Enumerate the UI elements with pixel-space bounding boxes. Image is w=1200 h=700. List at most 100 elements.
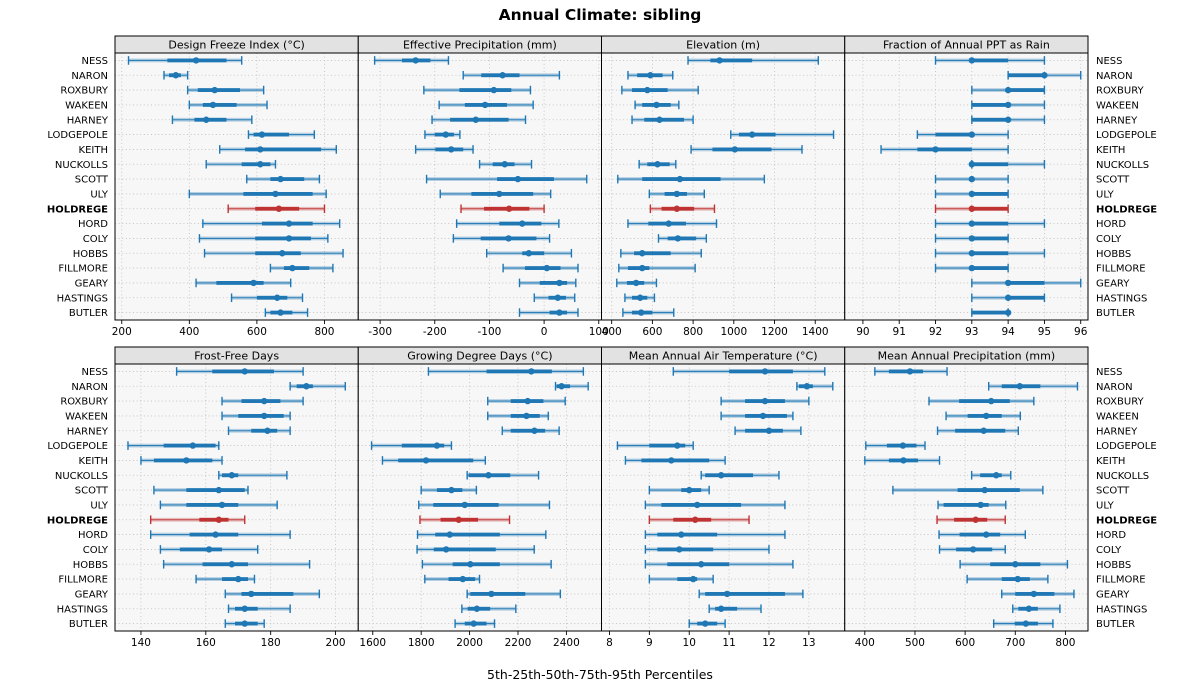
series-lodgepole [247, 130, 316, 139]
interval-25-75-bar [216, 281, 264, 285]
median-dot [674, 235, 682, 242]
interval-25-75-bar [971, 310, 1009, 315]
interval-25-75-bar [729, 369, 793, 374]
series-hastings [971, 293, 1046, 303]
station-label-left-naron: NARON [71, 71, 108, 82]
series-harney [734, 426, 802, 436]
series-nuckolls [700, 470, 780, 480]
series-uly [188, 189, 327, 199]
panel-background [115, 364, 359, 631]
series-keith [690, 145, 803, 154]
series-naron [163, 70, 189, 80]
median-dot [678, 531, 685, 538]
axis-tick-label: 180 [261, 637, 281, 649]
series-geary [971, 278, 1082, 288]
median-dot [653, 101, 660, 109]
series-naron [1007, 70, 1082, 80]
series-scott [420, 485, 478, 495]
median-dot [228, 472, 235, 479]
median-dot [906, 368, 914, 375]
interval-25-75-bar [222, 577, 248, 581]
median-dot [528, 368, 535, 375]
series-harney [936, 426, 1019, 436]
median-dot [277, 309, 284, 316]
median-dot [285, 235, 293, 242]
median-dot [981, 486, 988, 494]
station-label-left-roxbury: ROXBURY [60, 86, 109, 97]
median-dot [473, 605, 481, 612]
series-holdrege [648, 515, 750, 525]
station-label-right-roxbury: ROXBURY [1096, 86, 1145, 97]
axis-tick-label: 9 [646, 637, 653, 649]
median-dot [422, 457, 430, 464]
interval-25-75-bar [649, 443, 686, 448]
median-dot [717, 605, 725, 612]
panel-frost-free-days: Frost-Free Days 140 160 180 200 [114, 346, 359, 649]
series-uly [937, 500, 1007, 510]
axis-tick-label: 140 [131, 637, 151, 649]
median-dot [761, 368, 769, 375]
median-dot [1004, 294, 1012, 301]
station-label-right-keith: KEITH [1096, 145, 1125, 156]
interval-25-75-bar [957, 488, 1020, 492]
series-hastings [461, 604, 517, 614]
median-dot [968, 250, 976, 257]
median-dot [279, 250, 286, 257]
panel-mean-annual-precipitation-mm: Mean Annual Precipitation (mm) 400 500 600 7… [844, 346, 1089, 649]
series-geary [518, 278, 577, 288]
station-label-left-hastings: HASTINGS [57, 604, 108, 615]
axis-tick-label: 10 [683, 637, 696, 649]
series-fillmore [648, 574, 714, 584]
interval-25-75-bar [738, 132, 776, 137]
axis-tick-label: 400 [179, 326, 199, 338]
median-dot [968, 235, 976, 242]
series-naron [796, 381, 834, 391]
interval-25-75-bar [452, 562, 500, 567]
interval-25-75-bar [194, 117, 227, 122]
median-dot [982, 531, 990, 538]
series-uly [644, 500, 786, 510]
series-keith [414, 145, 474, 154]
series-keith [381, 456, 487, 465]
median-dot [932, 146, 939, 153]
median-dot [470, 620, 477, 627]
station-label-left-geary: GEARY [75, 278, 109, 289]
station-label-left-holdrege: HOLDREGE [47, 515, 108, 526]
series-holdrege [649, 204, 716, 214]
series-fillmore [195, 574, 256, 584]
axis-tick-label: 2000 [456, 637, 483, 649]
interval-25-75-bar [657, 547, 714, 552]
median-dot [765, 427, 773, 434]
median-dot [1016, 383, 1023, 390]
median-dot [272, 190, 279, 198]
station-label-left-coly: COLY [83, 234, 109, 245]
interval-25-75-bar [202, 562, 248, 567]
axis-tick-label: 92 [929, 326, 942, 338]
series-ness [127, 56, 243, 65]
median-dot [759, 412, 767, 420]
series-hord [455, 219, 560, 228]
series-hobbs [421, 559, 552, 569]
station-label-right-scott: SCOTT [1096, 175, 1130, 186]
axis-tick-label: 1400 [802, 326, 829, 338]
median-dot [412, 57, 419, 64]
station-label-left-wakeen: WAKEEN [65, 411, 108, 422]
series-hord [627, 219, 718, 228]
median-dot [189, 442, 197, 449]
median-dot [993, 472, 1000, 479]
station-label-right-geary: GEARY [1096, 278, 1130, 289]
series-lodgepole [916, 130, 1009, 139]
series-roxbury [928, 396, 1035, 406]
median-dot [716, 57, 723, 64]
station-label-left-fillmore: FILLMORE [58, 575, 108, 586]
series-roxbury [186, 85, 265, 95]
axis-tick-label: 2400 [553, 637, 580, 649]
panel-background [115, 53, 359, 320]
interval-25-75-bar [1008, 88, 1045, 92]
series-uly [648, 189, 705, 199]
median-dot [644, 86, 651, 94]
interval-25-75-bar [524, 266, 561, 270]
median-dot [215, 516, 222, 523]
interval-25-75-bar [255, 236, 311, 241]
series-coly [452, 234, 551, 243]
